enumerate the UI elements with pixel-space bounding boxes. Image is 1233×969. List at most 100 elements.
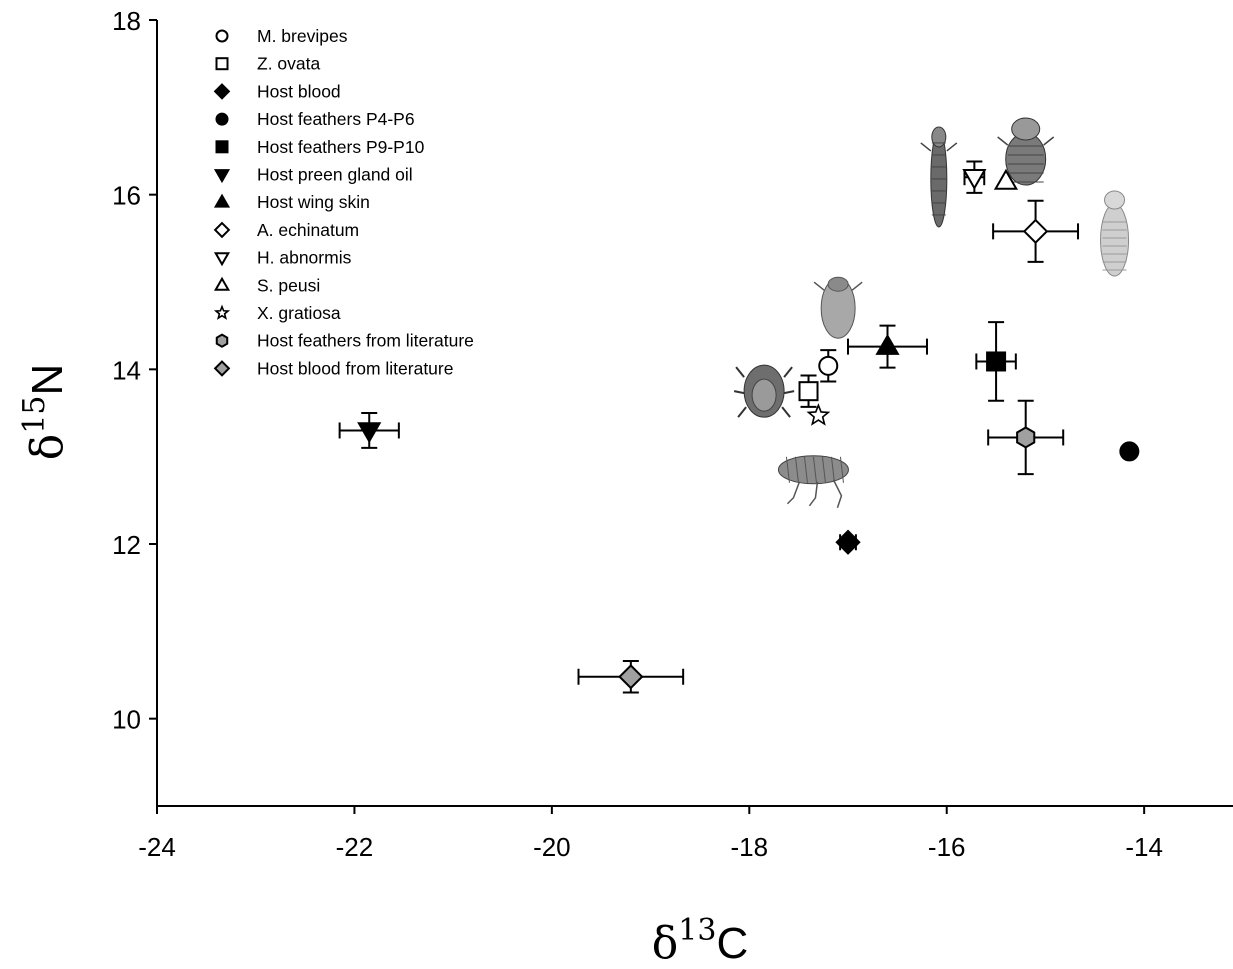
data-point-host-blood-from-literature [620, 665, 643, 688]
legend-label: A. echinatum [257, 220, 359, 240]
louse-head [932, 127, 946, 147]
x-axis-title-tail: C [716, 919, 748, 964]
organism-illustrations [734, 118, 1128, 508]
x-tick-label: -20 [533, 832, 571, 862]
y-ticks: 1012141618 [112, 6, 157, 735]
series-x-gratiosa [809, 405, 829, 424]
legend-marker [215, 85, 229, 99]
y-axis-title-sup: 15 [17, 396, 52, 434]
legend-marker [217, 141, 228, 152]
series-host-blood [837, 531, 860, 554]
legend-label: Host feathers P9-P10 [257, 137, 425, 157]
y-tick-label: 14 [112, 355, 141, 385]
series-host-preen-gland-oil [340, 413, 399, 448]
mite-leg [782, 407, 790, 417]
mite-leg [736, 367, 744, 377]
data-point-a-echinatum [1024, 220, 1047, 243]
y-axis-title: δ15N [17, 364, 73, 460]
legend-label: Host feathers P4-P6 [257, 109, 415, 129]
series-h-abnormis [964, 161, 985, 192]
y-tick-label: 18 [112, 6, 141, 36]
series-host-wing-skin [848, 326, 927, 368]
legend-item-host-feathers-p9-p10: Host feathers P9-P10 [217, 137, 425, 157]
louse-leg [921, 143, 931, 151]
legend-label: S. peusi [257, 275, 320, 295]
legend-label: Host preen gland oil [257, 165, 413, 185]
legend-marker [215, 223, 229, 237]
x-ticks: -24 -22 -20 -18 -16 -14 [138, 806, 1163, 862]
legend-marker [217, 335, 227, 347]
legend-item-m-brevipes: M. brevipes [217, 26, 348, 46]
legend-item-h-abnormis: H. abnormis [216, 248, 352, 268]
pale-louse-illustration [1101, 191, 1129, 276]
y-axis-title-tail: N [23, 364, 72, 396]
flea-leg [787, 482, 799, 504]
mite-leg [784, 391, 794, 393]
legend-item-s-peusi: S. peusi [216, 275, 321, 295]
legend-item-x-gratiosa: X. gratiosa [216, 303, 341, 323]
data-point-host-feathers-p4-p6 [1120, 442, 1138, 460]
legend-item-a-echinatum: A. echinatum [215, 220, 359, 240]
louse-head [1012, 118, 1040, 140]
mite-shield [752, 379, 776, 411]
data-point-z-ovata [800, 382, 818, 400]
series-z-ovata [800, 375, 818, 406]
mite-head [828, 277, 848, 291]
legend-item-host-wing-skin: Host wing skin [216, 192, 370, 212]
legend-item-host-preen-gland-oil: Host preen gland oil [216, 165, 413, 185]
legend-marker [216, 170, 229, 181]
legend-marker [217, 31, 228, 42]
data-point-m-brevipes [819, 357, 837, 375]
legend-item-host-feathers-from-literature: Host feathers from literature [217, 331, 474, 351]
x-axis-title: δ13C [652, 913, 748, 964]
legend-label: Host feathers from literature [257, 331, 474, 351]
data-point-x-gratiosa [809, 405, 829, 424]
louse-body [1006, 133, 1046, 185]
legend-marker [216, 253, 229, 264]
legend-label: H. abnormis [257, 248, 352, 268]
data-point-host-wing-skin [877, 336, 898, 354]
y-tick-label: 16 [112, 181, 141, 211]
axes: -24 -22 -20 -18 -16 -14 10 12 14 16 18 [112, 6, 1233, 862]
mite-leg [852, 282, 862, 290]
series-host-feathers-p9-p10 [976, 322, 1015, 401]
legend-label: M. brevipes [257, 26, 348, 46]
legend-marker [216, 307, 228, 318]
x-tick-label: -22 [336, 832, 374, 862]
x-tick-label: -24 [138, 832, 176, 862]
x-tick-label: -14 [1125, 832, 1163, 862]
x-tick-label: -16 [928, 832, 966, 862]
series-host-feathers-from-literature [988, 401, 1063, 474]
legend-marker [217, 58, 228, 69]
legend-label: Host wing skin [257, 192, 370, 212]
elongated-louse-illustration [921, 127, 957, 227]
plot-area [340, 161, 1139, 692]
louse-leg [1044, 137, 1054, 145]
legend-item-z-ovata: Z. ovata [217, 54, 321, 74]
legend-marker [216, 196, 229, 207]
louse-body [1101, 204, 1129, 276]
x-axis-title-sup: 13 [678, 913, 716, 948]
legend-label: X. gratiosa [257, 303, 341, 323]
y-axis-title-base: δ [22, 434, 73, 461]
legend: M. brevipes Z. ovata Host blood Host feathe… [215, 26, 474, 378]
legend-label: Host blood from literature [257, 358, 453, 378]
flea-illustration [778, 456, 848, 508]
series-a-echinatum [993, 201, 1078, 262]
data-point-h-abnormis [964, 170, 985, 188]
legend-label: Host blood [257, 81, 341, 101]
spiny-mite-illustration [734, 365, 794, 417]
flea-leg [809, 482, 817, 506]
flea-leg [833, 480, 841, 508]
mite-leg [814, 282, 824, 290]
mite-leg [738, 407, 746, 417]
mite-illustration [814, 277, 862, 338]
series-m-brevipes [819, 350, 837, 381]
legend-item-host-feathers-p4-p6: Host feathers P4-P6 [217, 109, 415, 129]
legend-marker [215, 362, 229, 376]
data-point-host-preen-gland-oil [359, 423, 380, 441]
series-host-feathers-p4-p6 [1120, 442, 1138, 460]
data-point-host-feathers-from-literature [1017, 428, 1034, 448]
